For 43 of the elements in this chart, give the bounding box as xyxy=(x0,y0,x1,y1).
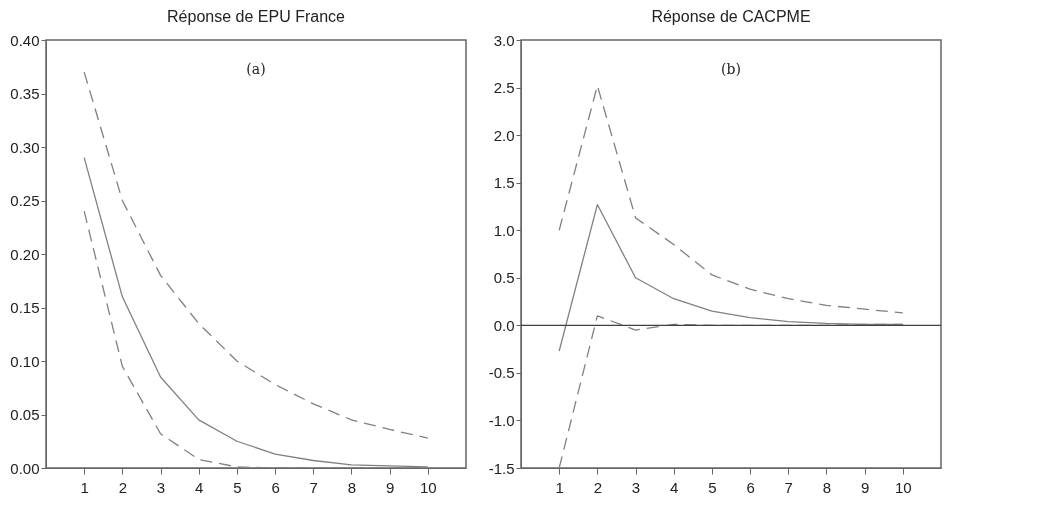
x-tick-label: 6 xyxy=(746,478,755,496)
y-tick-label: 0.30 xyxy=(10,138,40,156)
y-tick-label: 0.20 xyxy=(10,245,40,263)
y-tick-label: 0.25 xyxy=(10,192,40,209)
x-tick-label: 10 xyxy=(419,478,437,496)
x-tick-label: 3 xyxy=(631,478,641,496)
x-tick-label: 10 xyxy=(894,478,912,496)
y-tick-label: 0.05 xyxy=(10,406,40,423)
x-tick-label: 7 xyxy=(784,478,793,496)
y-tick-label: 0.40 xyxy=(10,31,40,49)
y-tick-label: 1.0 xyxy=(493,221,515,239)
y-tick-label: 0.35 xyxy=(10,85,40,102)
x-tick-label: 7 xyxy=(309,478,318,496)
y-tick-label: -0.5 xyxy=(488,364,515,382)
x-tick-label: 3 xyxy=(156,478,166,496)
annotation: (b) xyxy=(721,61,741,77)
x-tick-label: 2 xyxy=(593,478,603,496)
annotation: (a) xyxy=(246,61,266,77)
x-tick-label: 9 xyxy=(385,478,395,496)
x-tick-label: 8 xyxy=(347,478,357,496)
y-tick-label: 0.00 xyxy=(10,459,40,477)
y-tick-label: 2.0 xyxy=(493,126,515,144)
y-tick-label: 1.5 xyxy=(493,174,515,192)
chart-title: Réponse de EPU France xyxy=(167,8,346,25)
y-tick-label: 2.5 xyxy=(493,79,515,97)
y-tick-label: 0.0 xyxy=(493,316,515,334)
x-tick-label: 8 xyxy=(822,478,832,496)
x-tick-label: 9 xyxy=(860,478,870,496)
x-tick-label: 1 xyxy=(80,478,89,496)
y-tick-label: 0.5 xyxy=(493,269,515,287)
y-tick-label: -1.0 xyxy=(488,411,515,429)
x-tick-label: 5 xyxy=(233,478,242,496)
x-tick-label: 4 xyxy=(195,478,204,496)
y-tick-label: 0.15 xyxy=(10,299,40,316)
x-tick-label: 5 xyxy=(708,478,717,496)
x-tick-label: 1 xyxy=(555,478,564,496)
y-tick-label: 0.10 xyxy=(10,352,40,370)
chart-title: Réponse de CACPME xyxy=(651,8,811,25)
y-tick-label: -1.5 xyxy=(488,459,515,477)
x-tick-label: 2 xyxy=(118,478,128,496)
x-tick-label: 4 xyxy=(670,478,679,496)
y-tick-label: 3.0 xyxy=(493,31,515,49)
x-tick-label: 6 xyxy=(271,478,280,496)
